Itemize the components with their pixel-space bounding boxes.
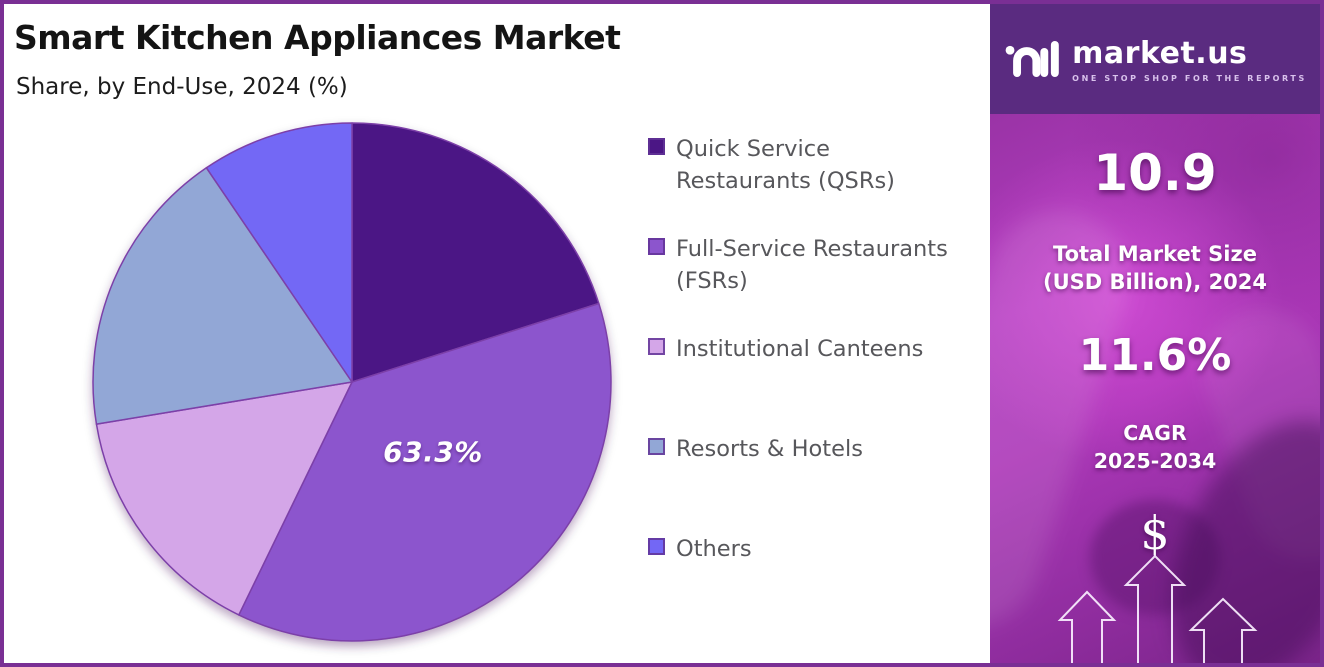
page-subtitle: Share, by End-Use, 2024 (%): [16, 74, 348, 100]
legend-label: Others: [676, 536, 752, 562]
legend-item-qsr: Quick Service Restaurants (QSRs): [648, 134, 978, 198]
legend-swatch-fsr: [648, 238, 665, 255]
cagr-label-line1: CAGR: [1123, 421, 1187, 445]
dollar-icon: $: [1140, 506, 1170, 560]
cagr-value: 11.6%: [1078, 330, 1232, 381]
pie-slice-1: [238, 302, 612, 642]
legend-item-fsr: Full-Service Restaurants (FSRs): [648, 234, 978, 298]
pie-chart: [92, 122, 612, 642]
page-title: Smart Kitchen Appliances Market: [14, 18, 621, 57]
cagr-label: CAGR 2025-2034: [990, 420, 1320, 475]
total-market-size-value: 10.9: [1093, 144, 1217, 202]
legend-swatch-others: [648, 538, 665, 555]
legend-label: Full-Service Restaurants (FSRs): [676, 236, 948, 294]
sidebar-body: 10.9 Total Market Size (USD Billion), 20…: [990, 114, 1320, 663]
cagr-label-line2: 2025-2034: [1093, 448, 1217, 473]
brand-text: market.us ONE STOP SHOP FOR THE REPORTS: [1072, 36, 1307, 83]
chart-panel: Smart Kitchen Appliances Market Share, b…: [4, 4, 990, 663]
legend-label: Resorts & Hotels: [676, 436, 863, 462]
brand-sidebar: market.us ONE STOP SHOP FOR THE REPORTS …: [990, 4, 1320, 663]
legend-item-resorts-hotels: Resorts & Hotels: [648, 434, 978, 466]
brand-name: market.us: [1072, 35, 1248, 71]
pie-slice-2: [95, 381, 353, 616]
pie-slice-0: [351, 122, 600, 383]
legend-swatch-resorts-hotels: [648, 438, 665, 455]
legend-label: Quick Service Restaurants (QSRs): [676, 136, 895, 194]
legend-item-others: Others: [648, 534, 978, 566]
brand-tagline: ONE STOP SHOP FOR THE REPORTS: [1072, 73, 1307, 83]
legend-label: Institutional Canteens: [676, 336, 924, 362]
legend-swatch-institutional-canteens: [648, 338, 665, 355]
pie-slice-4: [205, 122, 353, 383]
total-market-size-label-line1: Total Market Size: [1053, 242, 1257, 266]
total-market-size-label-line2: (USD Billion), 2024: [1042, 270, 1268, 295]
legend-item-institutional-canteens: Institutional Canteens: [648, 334, 978, 366]
market-us-logo-icon: [1005, 40, 1059, 78]
brand-header: market.us ONE STOP SHOP FOR THE REPORTS: [990, 4, 1320, 114]
pie-slice-data-label: 63.3%: [383, 435, 483, 469]
pie-slice-3: [92, 167, 353, 425]
total-market-size-label: Total Market Size (USD Billion), 2024: [990, 240, 1320, 297]
up-arrows-icon: [1057, 554, 1258, 663]
photo-shadow-shape: [1090, 500, 1220, 615]
legend-swatch-qsr: [648, 138, 665, 155]
